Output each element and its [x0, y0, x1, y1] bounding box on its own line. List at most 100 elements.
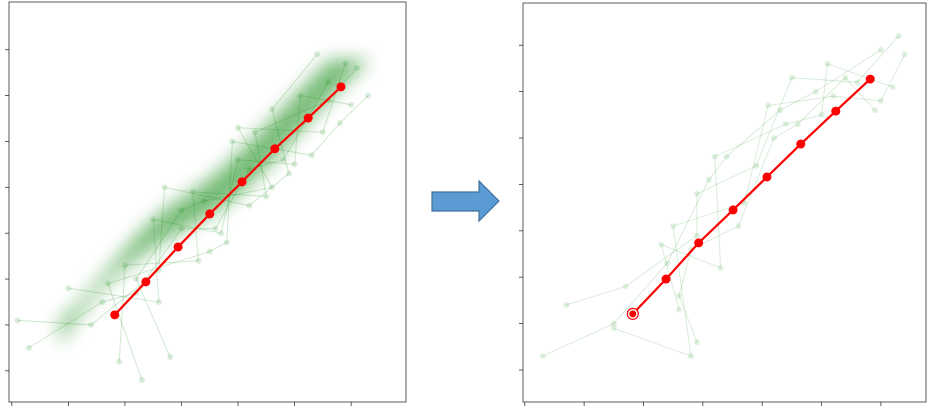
trajectory-marker: [687, 353, 694, 360]
mean-marker: [237, 177, 247, 187]
trajectory: [613, 54, 906, 357]
trajectory-marker: [854, 79, 861, 86]
trajectory-marker: [693, 339, 700, 346]
trajectory-marker: [212, 225, 219, 232]
trajectory-marker: [877, 46, 884, 53]
mean-marker: [141, 277, 151, 287]
trajectory-marker: [65, 285, 72, 292]
trajectory-marker: [824, 60, 831, 67]
trajectory-marker: [246, 202, 253, 209]
trajectory-marker: [889, 83, 896, 90]
trajectory-marker: [717, 264, 724, 271]
trajectory-marker: [842, 74, 849, 81]
trajectory-marker: [252, 129, 259, 136]
trajectory-marker: [14, 317, 21, 324]
trajectory: [28, 81, 329, 349]
trajectory-marker: [195, 257, 202, 264]
trajectory-marker: [610, 320, 617, 327]
trajectory-marker: [693, 190, 700, 197]
trajectory-marker: [246, 165, 253, 172]
trajectory: [118, 67, 358, 362]
start-marker-dot: [629, 310, 637, 318]
mean-line: [113, 86, 342, 316]
trajectory-marker: [610, 325, 617, 332]
trajectory-marker: [325, 78, 332, 85]
mean-marker: [831, 106, 841, 116]
trajectory-marker: [104, 280, 111, 287]
trajectory-marker: [116, 358, 123, 365]
trajectory: [678, 76, 876, 343]
trajectory: [107, 95, 369, 381]
trajectory-marker: [201, 198, 208, 205]
trajectory-marker: [794, 121, 801, 128]
trajectory-marker: [563, 302, 570, 309]
trajectory-marker: [268, 184, 275, 191]
trajectory-marker: [314, 51, 321, 58]
mean-marker: [796, 139, 806, 149]
mean-marker: [270, 144, 280, 154]
mean-marker: [205, 209, 215, 219]
trajectory-marker: [336, 120, 343, 127]
trajectory-marker: [133, 276, 140, 283]
trajectory-marker: [308, 152, 315, 159]
trajectory-marker: [189, 188, 196, 195]
trajectory-marker: [178, 207, 185, 214]
trajectory-marker: [622, 283, 629, 290]
trajectory-marker: [676, 292, 683, 299]
mean-marker: [865, 74, 875, 84]
trajectory-marker: [150, 216, 157, 223]
mean-line: [632, 78, 871, 315]
trajectory-marker: [771, 135, 778, 142]
trajectory-marker: [658, 241, 665, 248]
trajectory-marker: [818, 111, 825, 118]
trajectory-marker: [297, 92, 304, 99]
trajectory-marker: [735, 223, 742, 230]
trajectory-marker: [155, 299, 162, 305]
trajectory-marker: [229, 138, 236, 145]
trajectory-marker: [782, 121, 789, 128]
trajectory-marker: [88, 321, 95, 328]
trajectory: [68, 94, 352, 303]
trajectory-marker: [877, 97, 884, 104]
mean-marker: [303, 113, 313, 123]
trajectory-marker: [365, 92, 372, 99]
trajectory-marker: [280, 156, 287, 163]
trajectory-marker: [670, 223, 677, 230]
trajectory-marker: [676, 306, 683, 313]
trajectory: [566, 35, 900, 306]
mean-marker: [661, 274, 671, 284]
mean-marker: [762, 172, 772, 182]
trajectory-marker: [765, 102, 772, 109]
trajectory-marker: [901, 51, 908, 58]
mean-marker: [728, 205, 738, 215]
trajectory-marker: [830, 93, 837, 100]
trajectory-marker: [353, 65, 360, 72]
trajectory-marker: [788, 74, 795, 81]
trajectory: [135, 63, 346, 358]
trajectory-marker: [812, 88, 819, 95]
trajectory: [17, 53, 318, 326]
trajectory-marker: [121, 262, 128, 269]
trajectory-marker: [291, 161, 298, 168]
trajectory-marker: [871, 107, 878, 114]
trajectory-marker: [705, 176, 712, 183]
trajectory-marker: [723, 153, 730, 160]
trajectory-marker: [99, 299, 106, 305]
trajectory-marker: [235, 124, 242, 131]
trajectory-marker: [753, 162, 760, 169]
trajectory: [542, 49, 882, 357]
trajectory-marker: [664, 260, 671, 267]
plot-left: [5, 1, 407, 406]
trajectory-marker: [711, 153, 718, 160]
trajectory-marker: [539, 353, 546, 360]
trajectory-marker: [218, 230, 225, 237]
trajectory-marker: [693, 232, 700, 239]
trajectory-marker: [161, 184, 168, 191]
trajectory-marker: [342, 60, 349, 67]
trajectory-marker: [25, 344, 32, 351]
axes-frame: [8, 1, 407, 403]
trajectory-marker: [895, 32, 902, 39]
trajectory-marker: [235, 156, 242, 163]
trajectory: [660, 63, 893, 310]
